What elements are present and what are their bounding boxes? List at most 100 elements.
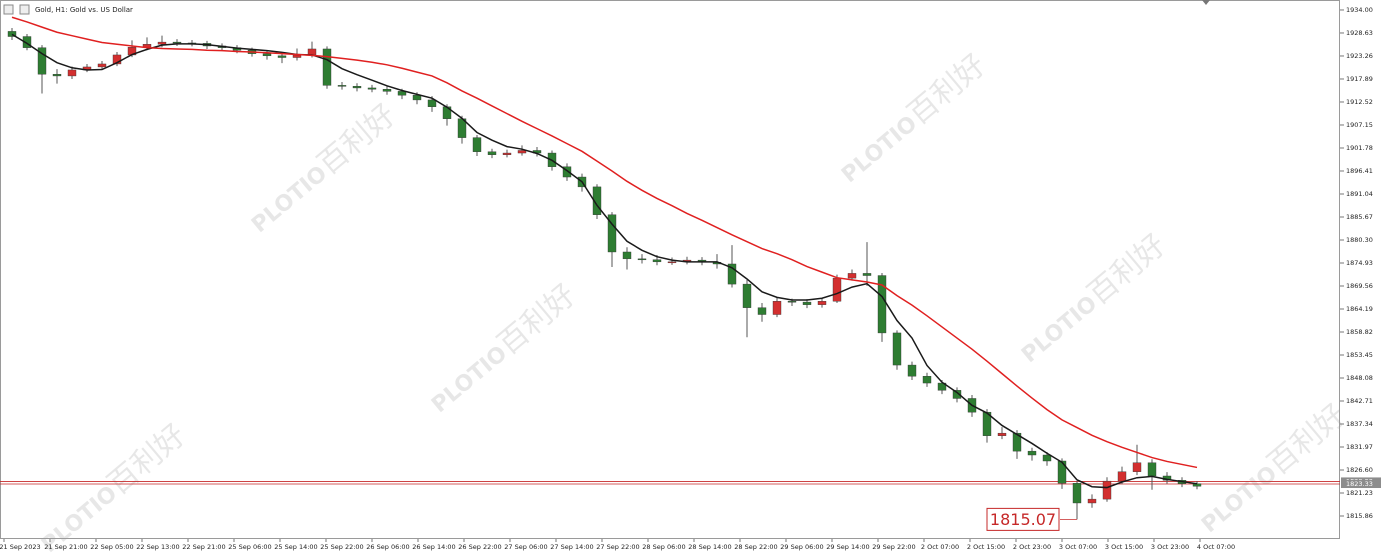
- candle-body: [397, 91, 407, 96]
- candle-body: [1057, 460, 1067, 484]
- x-tick-label: 29 Sep 06:00: [780, 543, 823, 551]
- candle-body: [1102, 480, 1112, 500]
- price-label: 1823.33: [1346, 480, 1373, 488]
- candle-body: [22, 36, 32, 48]
- y-tick-label: 1891.04: [1346, 190, 1373, 198]
- x-tick-label: 4 Oct 07:00: [1197, 543, 1235, 551]
- x-tick-label: 21 Sep 2023: [0, 543, 41, 551]
- candle-body: [787, 301, 797, 303]
- plot-frame: [0, 0, 1340, 539]
- candle-body: [847, 273, 857, 279]
- moving-average-line: [11, 16, 1198, 469]
- y-tick-label: 1901.78: [1346, 144, 1373, 152]
- y-tick-label: 1826.60: [1346, 466, 1373, 474]
- candle-body: [637, 258, 647, 261]
- candle-body: [1132, 462, 1142, 472]
- icon: [3, 4, 14, 15]
- candle-body: [1027, 450, 1037, 456]
- candle-body: [427, 99, 437, 107]
- x-tick-label: 21 Sep 21:00: [44, 543, 87, 551]
- candle-body: [802, 301, 812, 305]
- candle-body: [1147, 462, 1157, 477]
- x-tick-label: 29 Sep 22:00: [872, 543, 915, 551]
- x-tick-label: 2 Oct 23:00: [1013, 543, 1051, 551]
- candle-body: [382, 89, 392, 92]
- x-tick-label: 22 Sep 05:00: [90, 543, 133, 551]
- candle-body: [592, 186, 602, 215]
- x-tick-label: 2 Oct 15:00: [967, 543, 1005, 551]
- candle-body: [67, 69, 77, 77]
- candle-body: [7, 31, 17, 37]
- y-tick-label: 1842.71: [1346, 397, 1373, 405]
- x-tick-label: 2 Oct 07:00: [921, 543, 959, 551]
- x-tick-label: 28 Sep 14:00: [688, 543, 731, 551]
- candle-body: [622, 251, 632, 260]
- y-tick-label: 1880.30: [1346, 236, 1373, 244]
- candle-body: [1192, 483, 1202, 487]
- candle-body: [37, 47, 47, 75]
- x-tick-label: 25 Sep 22:00: [320, 543, 363, 551]
- candle-body: [412, 95, 422, 101]
- shift-marker: [1202, 0, 1210, 5]
- candle-body: [952, 390, 962, 399]
- candle-body: [652, 259, 662, 263]
- moving-average-line: [11, 33, 1198, 489]
- y-tick-label: 1907.15: [1346, 121, 1373, 129]
- x-tick-label: 3 Oct 23:00: [1151, 543, 1189, 551]
- candle-body: [832, 277, 842, 302]
- x-tick-label: 26 Sep 14:00: [412, 543, 455, 551]
- x-tick-label: 22 Sep 21:00: [182, 543, 225, 551]
- candle-body: [97, 63, 107, 68]
- candle-body: [517, 150, 527, 154]
- x-tick-label: 3 Oct 15:00: [1105, 543, 1143, 551]
- x-tick-label: 28 Sep 06:00: [642, 543, 685, 551]
- y-tick-label: 1923.26: [1346, 52, 1373, 60]
- candle-body: [562, 166, 572, 178]
- candle-body: [322, 48, 332, 86]
- y-tick-label: 1837.34: [1346, 420, 1373, 428]
- x-tick-label: 26 Sep 06:00: [366, 543, 409, 551]
- candle-body: [307, 48, 317, 56]
- y-tick-label: 1885.67: [1346, 213, 1373, 221]
- candle-body: [907, 364, 917, 377]
- candle-body: [817, 301, 827, 305]
- y-tick-label: 1896.41: [1346, 167, 1373, 175]
- candle-body: [607, 214, 617, 253]
- y-tick-label: 1848.08: [1346, 374, 1373, 382]
- candle-body: [1117, 471, 1127, 482]
- y-tick-label: 1928.63: [1346, 29, 1373, 37]
- y-tick-label: 1858.82: [1346, 328, 1373, 336]
- y-tick-label: 1821.23: [1346, 489, 1373, 497]
- candle-body: [262, 53, 272, 57]
- candle-body: [997, 432, 1007, 436]
- x-tick-label: 26 Sep 22:00: [458, 543, 501, 551]
- icon: [19, 4, 30, 15]
- x-tick-label: 27 Sep 22:00: [596, 543, 639, 551]
- candle-body: [892, 332, 902, 366]
- y-tick-label: 1864.19: [1346, 305, 1373, 313]
- candle-body: [487, 151, 497, 155]
- candle-body: [772, 301, 782, 315]
- x-tick-label: 29 Sep 14:00: [826, 543, 869, 551]
- candle-body: [502, 152, 512, 155]
- candle-body: [1012, 432, 1022, 452]
- candle-body: [337, 85, 347, 87]
- price-label-box: [1341, 480, 1381, 489]
- y-tick-label: 1869.56: [1346, 282, 1373, 290]
- candle-body: [667, 261, 677, 264]
- candle-body: [1087, 498, 1097, 504]
- candle-body: [1042, 454, 1052, 462]
- y-tick-label: 1853.45: [1346, 351, 1373, 359]
- candle-body: [922, 375, 932, 384]
- annotation-box: [986, 507, 1060, 531]
- x-tick-label: 28 Sep 22:00: [734, 543, 777, 551]
- y-tick-label: 1831.97: [1346, 443, 1373, 451]
- y-tick-label: 1934.00: [1346, 6, 1373, 14]
- candle-body: [112, 54, 122, 65]
- candle-body: [352, 86, 362, 89]
- candle-body: [862, 273, 872, 276]
- y-tick-label: 1912.52: [1346, 98, 1373, 106]
- candle-body: [742, 283, 752, 308]
